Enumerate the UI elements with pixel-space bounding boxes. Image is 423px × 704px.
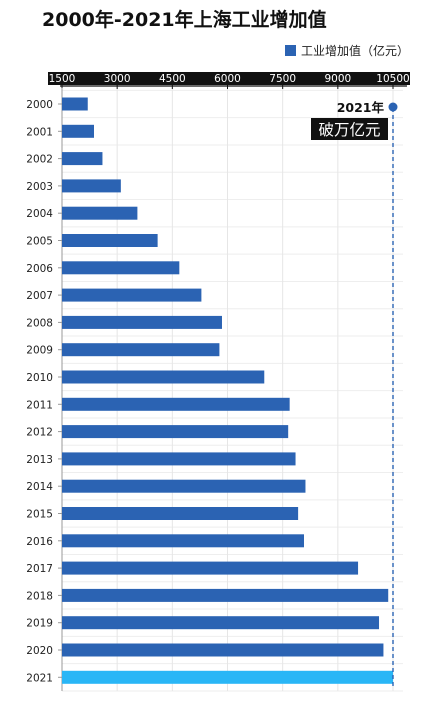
y-tick-label: 2020 xyxy=(26,645,53,657)
y-tick-label: 2012 xyxy=(26,427,53,439)
bar-2008 xyxy=(62,315,222,329)
bar-2002 xyxy=(62,152,103,166)
bar-2012 xyxy=(62,425,289,439)
y-tick-label: 2010 xyxy=(26,372,53,384)
y-tick-label: 2009 xyxy=(26,345,53,357)
bar-2005 xyxy=(62,234,158,247)
bar-2019 xyxy=(62,616,380,630)
annotation-text: 破万亿元 xyxy=(318,121,380,139)
legend: 工业增加值（亿元） xyxy=(284,42,409,58)
y-tick-label: 2001 xyxy=(26,126,53,138)
x-tick-label: 3000 xyxy=(104,73,131,85)
annotation-marker xyxy=(388,102,398,112)
y-tick-label: 2008 xyxy=(26,317,53,329)
y-tick-label: 2004 xyxy=(26,208,53,220)
x-tick-label: 6000 xyxy=(214,73,241,85)
y-tick-label: 2011 xyxy=(26,399,53,411)
y-tick-label: 2018 xyxy=(26,590,53,602)
y-tick-label: 2016 xyxy=(26,536,53,548)
y-tick-label: 2015 xyxy=(26,509,53,521)
y-tick-label: 2006 xyxy=(26,263,53,275)
bar-2010 xyxy=(62,370,265,384)
x-tick-label: 1500 xyxy=(49,73,76,85)
legend-swatch xyxy=(284,44,296,56)
y-tick-label: 2005 xyxy=(26,236,53,248)
legend-label: 工业增加值（亿元） xyxy=(300,43,409,58)
y-tick-label: 2021 xyxy=(26,672,53,684)
bar-2007 xyxy=(62,288,202,302)
bar-2001 xyxy=(62,124,94,138)
bar-2021 xyxy=(62,670,393,684)
x-tick-label: 9000 xyxy=(324,73,351,85)
bar-2009 xyxy=(62,343,220,357)
bar-2016 xyxy=(62,534,304,548)
x-tick-label: 10500 xyxy=(376,73,409,85)
bar-2006 xyxy=(62,261,180,275)
bar-2015 xyxy=(62,507,299,520)
x-tick-label: 4500 xyxy=(159,73,186,85)
y-tick-label: 2002 xyxy=(26,154,53,166)
bar-2013 xyxy=(62,452,296,466)
y-tick-label: 2017 xyxy=(26,563,53,575)
y-tick-label: 2013 xyxy=(26,454,53,466)
bar-2014 xyxy=(62,479,306,493)
y-tick-label: 2007 xyxy=(26,290,53,302)
y-tick-label: 2003 xyxy=(26,181,53,193)
y-tick-label: 2014 xyxy=(26,481,53,493)
x-axis-label-band xyxy=(48,72,410,85)
chart-title: 2000年-2021年上海工业增加值 xyxy=(42,9,327,31)
bar-2018 xyxy=(62,588,389,602)
bar-2020 xyxy=(62,643,384,657)
bar-2003 xyxy=(62,179,121,193)
bar-2011 xyxy=(62,397,290,411)
y-tick-label: 2019 xyxy=(26,618,53,630)
y-tick-label: 2000 xyxy=(26,99,53,111)
annotation-box xyxy=(311,118,388,140)
bar-2017 xyxy=(62,561,359,575)
x-tick-label: 7500 xyxy=(269,73,296,85)
bar-2004 xyxy=(62,206,138,220)
bar-2000 xyxy=(62,97,88,111)
annotation-year: 2021年 xyxy=(337,100,385,115)
